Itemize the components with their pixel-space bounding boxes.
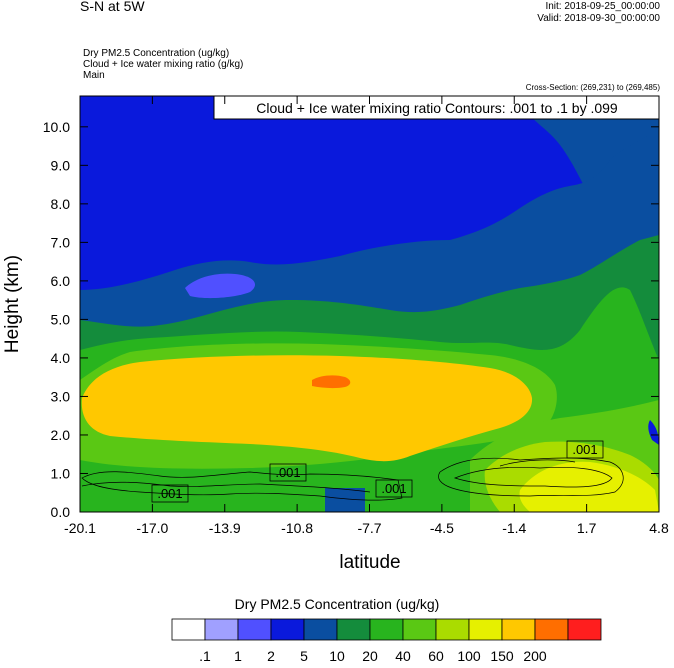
colorbar-swatch bbox=[204, 618, 239, 641]
y-axis-label: Height (km) bbox=[2, 255, 23, 353]
colorbar-label: 200 bbox=[523, 648, 547, 664]
x-tick-label: -7.7 bbox=[357, 520, 381, 536]
colorbar-label: 10 bbox=[329, 648, 345, 664]
contour-label-box bbox=[151, 484, 189, 503]
colorbar-label: .1 bbox=[199, 648, 211, 664]
field-level-2 bbox=[185, 273, 255, 299]
x-tick-label: 1.7 bbox=[577, 520, 597, 536]
colorbar-swatch bbox=[501, 618, 536, 641]
y-tick-label: 0.0 bbox=[51, 504, 71, 520]
colorbar-swatch bbox=[369, 618, 404, 641]
colorbar-label: 5 bbox=[300, 648, 308, 664]
contour-label-box bbox=[566, 440, 604, 459]
colorbar-label: 2 bbox=[267, 648, 275, 664]
colorbar-swatch bbox=[270, 618, 305, 641]
contour-line bbox=[81, 471, 403, 501]
contour-label: .001 bbox=[572, 442, 597, 457]
field-label-domain: Main bbox=[83, 70, 105, 81]
colorbar: .1 1 2 5 10 20 40 60 100 150 200 bbox=[171, 618, 602, 664]
y-tick-label: 8.0 bbox=[51, 196, 71, 212]
field-label-cloud: Cloud + Ice water mixing ratio (g/kg) bbox=[83, 59, 244, 70]
contour-info-text: Cloud + Ice water mixing ratio Contours:… bbox=[256, 100, 618, 116]
x-tick-label: 4.8 bbox=[649, 520, 669, 536]
colorbar-swatch bbox=[171, 618, 206, 641]
valid-time: Valid: 2018-09-30_00:00:00 bbox=[537, 13, 660, 24]
contour-line bbox=[499, 459, 576, 467]
y-tick-label: 10.0 bbox=[43, 119, 70, 135]
x-tick-label: -17.0 bbox=[136, 520, 168, 536]
colorbar-swatch bbox=[336, 618, 371, 641]
colorbar-swatch bbox=[534, 618, 569, 641]
x-tick-label: -13.9 bbox=[209, 520, 241, 536]
y-tick-label: 9.0 bbox=[51, 157, 71, 173]
init-valid-times: Init: 2018-09-25_00:00:00 Valid: 2018-09… bbox=[537, 1, 660, 25]
cross-section-label: Cross-Section: (269,231) to (269,485) bbox=[525, 83, 660, 92]
field-level-200 bbox=[312, 375, 351, 389]
colorbar-label: 60 bbox=[428, 648, 444, 664]
colorbar-label: 150 bbox=[490, 648, 514, 664]
colorbar-label: 1 bbox=[234, 648, 242, 664]
contour-line bbox=[438, 457, 624, 497]
field-edge-patch bbox=[648, 420, 659, 445]
contour-label: .001 bbox=[275, 465, 300, 480]
cloud-contours bbox=[81, 457, 624, 501]
contour-label: .001 bbox=[157, 486, 182, 501]
x-tick-label: -1.4 bbox=[502, 520, 526, 536]
colorbar-swatch bbox=[468, 618, 503, 641]
colorbar-swatch bbox=[435, 618, 470, 641]
y-tick-label: 4.0 bbox=[51, 350, 71, 366]
init-time: Init: 2018-09-25_00:00:00 bbox=[545, 1, 660, 12]
x-axis-label: latitude bbox=[339, 552, 400, 573]
y-tick-label: 3.0 bbox=[51, 388, 71, 404]
contour-label-box bbox=[269, 463, 307, 482]
x-tick-label: -4.5 bbox=[430, 520, 454, 536]
contour-label: .001 bbox=[381, 481, 406, 496]
y-tick-label: 6.0 bbox=[51, 273, 71, 289]
colorbar-swatch bbox=[567, 618, 602, 641]
concentration-field bbox=[80, 96, 659, 512]
plot-title: S-N at 5W bbox=[80, 0, 145, 14]
y-tick-label: 1.0 bbox=[51, 465, 71, 481]
y-tick-label: 5.0 bbox=[51, 311, 71, 327]
colorbar-label: 20 bbox=[362, 648, 378, 664]
axes: -20.1 -17.0 -13.9 -10.8 -7.7 -4.5 -1.4 1.7 4.8 0.… bbox=[43, 96, 669, 536]
y-tick-label: 7.0 bbox=[51, 234, 71, 250]
contour-labels: .001 .001 .001 .001 bbox=[151, 440, 604, 503]
y-tick-label: 2.0 bbox=[51, 427, 71, 443]
field-label-pm25: Dry PM2.5 Concentration (ug/kg) bbox=[83, 48, 230, 59]
x-tick-label: -20.1 bbox=[64, 520, 96, 536]
colorbar-swatch bbox=[303, 618, 338, 641]
field-level-100-plume bbox=[81, 355, 533, 462]
colorbar-title: Dry PM2.5 Concentration (ug/kg) bbox=[234, 596, 440, 612]
contour-line bbox=[453, 466, 613, 488]
colorbar-label: 100 bbox=[457, 648, 481, 664]
colorbar-swatch bbox=[237, 618, 272, 641]
colorbar-swatch bbox=[402, 618, 437, 641]
colorbar-label: 40 bbox=[395, 648, 411, 664]
x-tick-label: -10.8 bbox=[281, 520, 313, 536]
contour-label-box bbox=[375, 479, 413, 498]
field-level-150 bbox=[519, 461, 659, 512]
contour-line bbox=[81, 481, 371, 493]
